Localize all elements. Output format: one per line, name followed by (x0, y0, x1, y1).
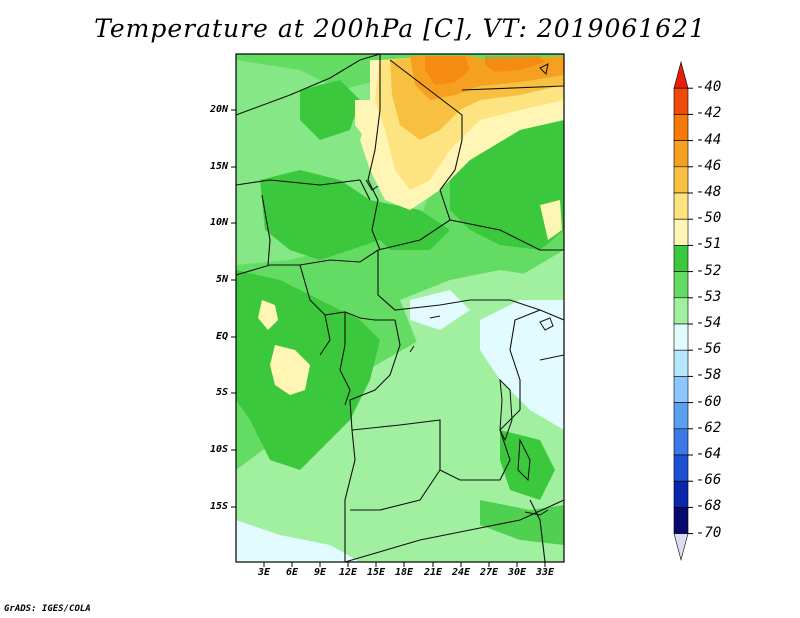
colorbar-ticks (688, 87, 693, 535)
colorbar-cell (673, 402, 689, 430)
lon-label-15e: 15E (366, 567, 386, 578)
colorbar-level-label: -42 (696, 105, 722, 122)
colorbar-level-label: -64 (696, 446, 722, 462)
axis-ticks (231, 109, 546, 567)
lat-label-20n: 20N (209, 104, 228, 115)
country-borders (236, 54, 564, 562)
colorbar-cell (673, 114, 689, 141)
lon-label-9e: 9E (313, 567, 327, 578)
colorbar-cells (673, 60, 689, 561)
lat-label-5n: 5N (215, 274, 228, 285)
lon-label-21e: 21E (423, 567, 443, 578)
lat-label-10s: 10S (209, 444, 228, 455)
lon-label-33e: 33E (535, 567, 555, 578)
colorbar-level-label: -62 (696, 419, 722, 436)
colorbar-cell (673, 245, 689, 272)
colorbar-cell (673, 480, 689, 508)
lon-label-3e: 3E (257, 567, 271, 578)
colorbar-cell (673, 454, 689, 482)
lat-label-5s: 5S (215, 387, 228, 398)
colorbar-cell (673, 323, 689, 351)
colorbar-level-label: -54 (696, 315, 722, 331)
colorbar-level-label: -53 (696, 288, 722, 305)
colorbar-cell (673, 297, 689, 325)
colorbar-level-label: -58 (696, 367, 722, 384)
colorbar-cell (673, 428, 689, 456)
lat-label-eq: EQ (215, 331, 228, 342)
colorbar-cell (673, 349, 689, 377)
colorbar-cell (673, 166, 689, 194)
map-title: Temperature at 200hPa [C], VT: 201906162… (94, 14, 706, 43)
lon-label-6e: 6E (285, 567, 299, 578)
colorbar-level-label: -52 (696, 262, 722, 279)
colorbar-level-label: -60 (696, 393, 722, 410)
colorbar-cell (673, 192, 689, 220)
lon-label-18e: 18E (394, 567, 414, 578)
plot-frame (235, 53, 565, 563)
colorbar-level-label: -51 (696, 236, 722, 253)
colorbar-level-label: -68 (696, 498, 722, 515)
lakes (365, 63, 554, 516)
colorbar-cell (673, 271, 689, 299)
colorbar-cell (673, 507, 689, 534)
colorbar-cell (673, 376, 689, 403)
lat-label-15n: 15N (209, 161, 228, 172)
colorbar-level-label: -50 (696, 210, 722, 227)
colorbar-cell (673, 60, 689, 89)
colorbar-level-label: -70 (696, 524, 722, 541)
colorbar-level-label: -46 (696, 157, 722, 174)
colorbar-level-label: -66 (696, 472, 722, 489)
lat-label-10n: 10N (209, 217, 228, 228)
lon-label-30e: 30E (507, 567, 527, 578)
credit-text: GrADS: IGES/COLA (4, 604, 91, 614)
colorbar-cell (673, 218, 689, 246)
colorbar-level-label: -44 (696, 131, 722, 148)
colorbar-level-label: -56 (696, 341, 722, 358)
lon-label-24e: 24E (451, 567, 471, 578)
colorbar-cell (673, 87, 689, 115)
shaded-field (236, 54, 564, 562)
lon-label-27e: 27E (479, 567, 499, 578)
colorbar-level-label: -40 (696, 79, 722, 96)
colorbar-cell (673, 533, 689, 561)
colorbar-level-label: -48 (696, 184, 722, 200)
colorbar-cell (673, 140, 689, 168)
lat-label-15s: 15S (209, 501, 228, 512)
lon-label-12e: 12E (338, 567, 358, 578)
